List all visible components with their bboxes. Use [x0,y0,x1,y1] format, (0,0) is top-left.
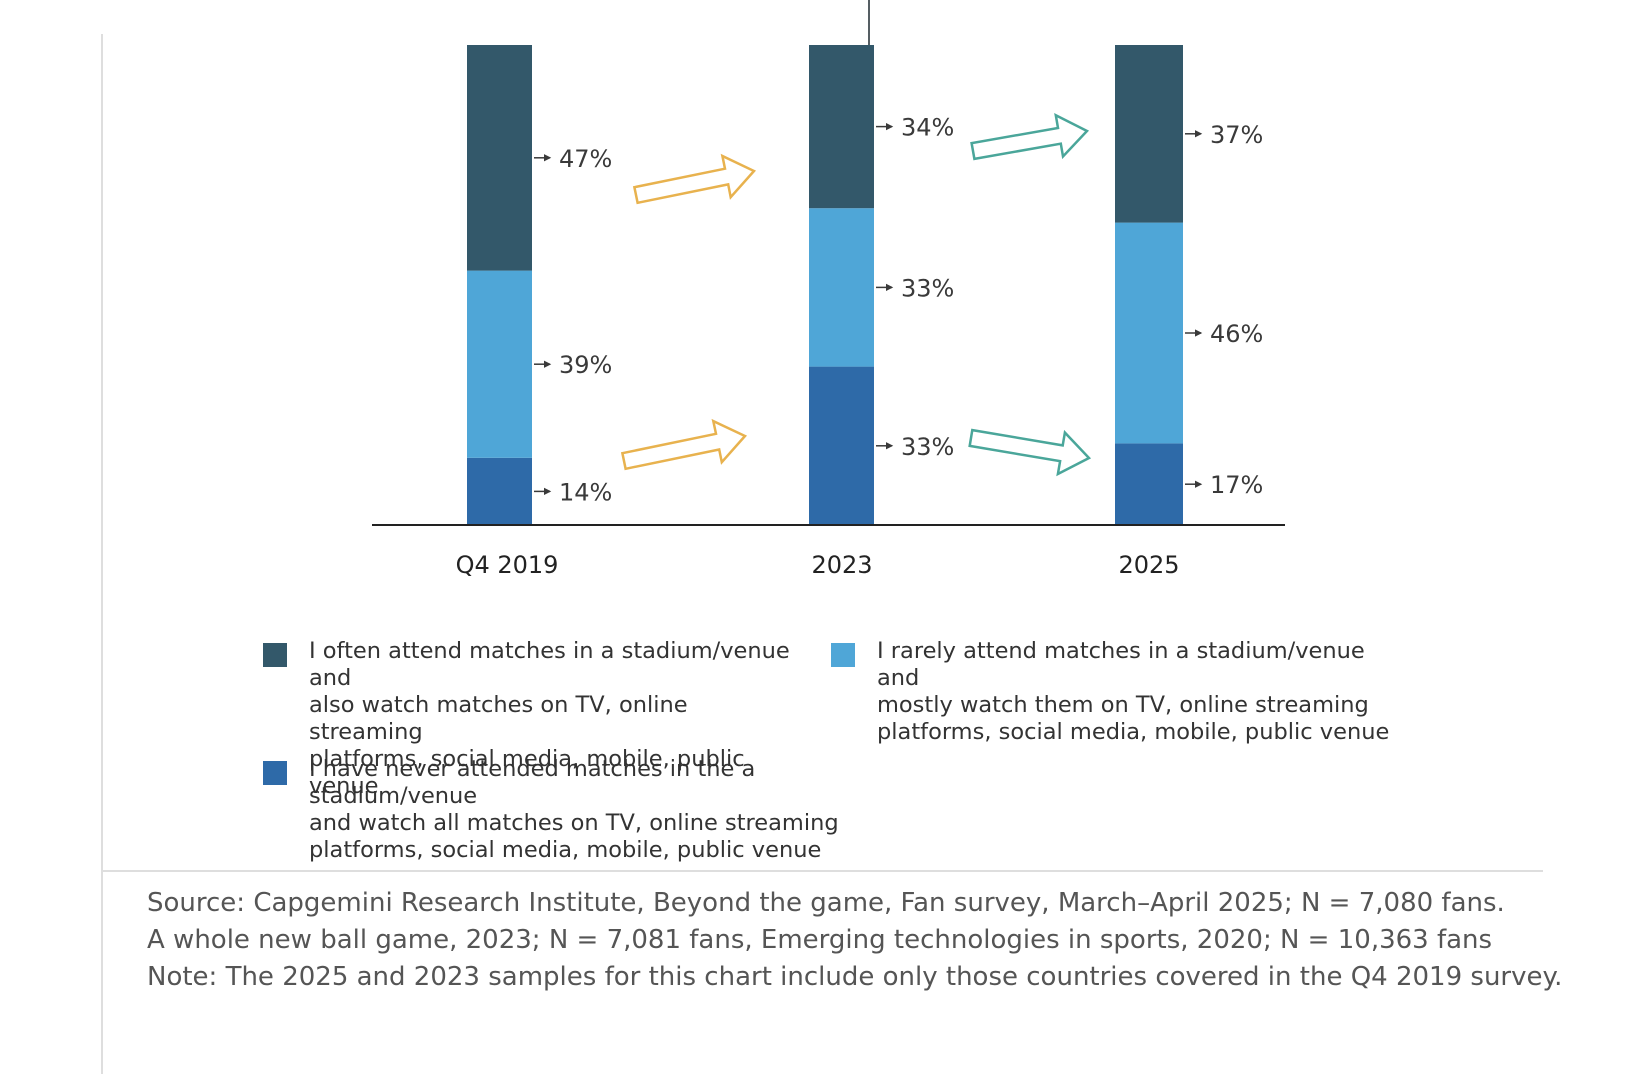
data-label-2025-never: 17% [1210,471,1263,499]
bars-layer [467,45,1183,525]
legend-label-often-attend: I often attend matches in a stadium/venu… [309,638,790,799]
data-label-2023-often: 34% [901,114,954,142]
legend-swatch-often-attend [263,643,287,667]
bar-2025-never [1115,443,1183,525]
trend-arrow-never-2019-2023 [620,418,748,471]
category-label-2025: 2025 [1118,551,1179,579]
data-label-2023-rarely: 33% [901,274,954,302]
bar-2023-often [809,45,874,209]
legend-item-never-attended: I have never attended matches in the a s… [263,756,883,863]
legend-label-never-attended: I have never attended matches in the a s… [309,756,839,863]
trend-arrow-never-2023-2025 [968,428,1092,477]
stacked-bar-chart: 14% 39% 47% 33% 33% 34% 17% 46% 37% Q4 2019 2023… [372,45,1285,579]
category-label-2023: 2023 [811,551,872,579]
trend-arrow-often-2023-2025 [970,112,1090,161]
bar-q4-2019-often [467,45,532,271]
arrows-layer [620,112,1092,477]
legend-item-often-attend: I often attend matches in a stadium/venu… [263,638,803,799]
data-label-q4-2019-often: 47% [559,145,612,173]
data-label-q4-2019-never: 14% [559,478,612,506]
bar-2023-never [809,366,874,525]
legend-item-rarely-attend: I rarely attend matches in a stadium/ven… [831,638,1391,745]
source-note: Source: Capgemini Research Institute, Be… [147,885,1562,996]
legend-swatch-never-attended [263,761,287,785]
data-label-2023-never: 33% [901,433,954,461]
trend-arrow-often-2019-2023 [632,153,757,205]
data-label-2025-rarely: 46% [1210,320,1263,348]
labels-layer: 14% 39% 47% 33% 33% 34% 17% 46% 37% [534,114,1263,506]
bar-q4-2019-rarely [467,270,532,458]
left-divider [101,34,103,1074]
legend-label-rarely-attend: I rarely attend matches in a stadium/ven… [877,638,1390,745]
top-connector-line [868,0,870,82]
bar-2025-rarely [1115,222,1183,444]
data-label-2025-often: 37% [1210,121,1263,149]
bar-q4-2019-never [467,457,532,525]
data-label-q4-2019-rarely: 39% [559,351,612,379]
source-line-3: Note: The 2025 and 2023 samples for this… [147,962,1563,992]
bar-2025-often [1115,45,1183,223]
bar-2023-rarely [809,208,874,367]
category-label-q4-2019: Q4 2019 [456,551,559,579]
legend-swatch-rarely-attend [831,643,855,667]
source-line-2: A whole new ball game, 2023; N = 7,081 f… [147,925,1493,955]
source-divider [101,870,1543,872]
source-line-1: Source: Capgemini Research Institute, Be… [147,888,1505,918]
